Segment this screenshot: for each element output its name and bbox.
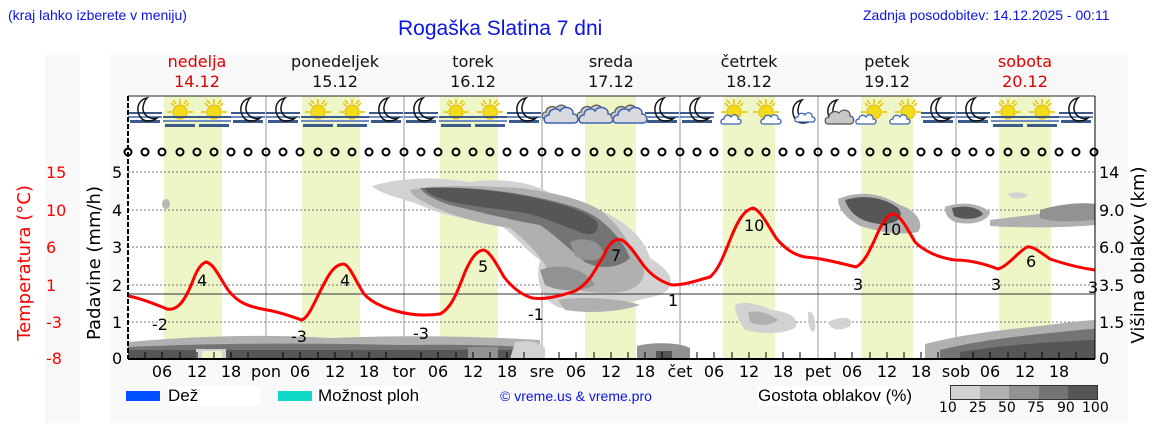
svg-text:čet: čet [668,362,693,381]
legend: Dež Možnost ploh © vreme.us & vreme.pro … [110,384,1128,420]
svg-text:06: 06 [566,362,586,381]
temp-axis-panel [45,55,80,423]
temperature-line [127,206,1096,322]
svg-text:3: 3 [1088,278,1098,297]
low-clouds [128,320,1095,359]
svg-text:12: 12 [463,362,483,381]
svg-text:3: 3 [991,275,1001,294]
svg-text:sob: sob [942,362,970,381]
svg-text:18: 18 [1049,362,1069,381]
last-update: Zadnja posodobitev: 14.12.2025 - 00:11 [863,7,1110,23]
svg-text:18: 18 [773,362,793,381]
svg-text:06: 06 [842,362,862,381]
day-header-sun: nedelja 14.12 [167,52,227,91]
day-header-wed: sreda 17.12 [588,52,634,91]
day-header-fri: petek 19.12 [864,52,910,91]
svg-text:pon: pon [251,362,281,381]
density-25-50 [980,386,1010,399]
density-75-90 [1038,386,1068,399]
legend-storm-label: Možnost ploh [318,386,420,406]
density-90-100 [1067,386,1098,399]
legend-rain-label: Dež [168,386,260,406]
svg-text:18: 18 [359,362,379,381]
svg-text:4: 4 [340,271,350,290]
svg-text:18: 18 [911,362,931,381]
svg-text:4: 4 [197,271,207,290]
svg-text:12: 12 [187,362,207,381]
clouds-thu-fri [735,192,1095,334]
day-headers: nedelja 14.12 ponedeljek 15.12 torek 16.12 … [128,52,1095,94]
svg-text:18: 18 [635,362,655,381]
x-axis-labels: 06 12 18 pon 06 12 18 tor 06 12 18 sre 0… [152,362,1069,381]
page-title: Rogaška Slatina 7 dni [398,17,603,40]
svg-text:pet: pet [805,362,831,381]
x-tick-marks [144,352,1077,359]
svg-text:12: 12 [739,362,759,381]
svg-text:5: 5 [478,257,488,276]
svg-text:06: 06 [152,362,172,381]
svg-text:06: 06 [704,362,724,381]
svg-text:12: 12 [325,362,345,381]
svg-text:-3: -3 [291,327,307,346]
svg-text:6: 6 [1026,252,1036,271]
density-10-25 [951,386,981,399]
day-header-mon: ponedeljek 15.12 [291,52,379,91]
copyright-link[interactable]: © vreme.us & vreme.pro [500,388,652,404]
legend-storm-swatch [278,391,312,401]
svg-text:12: 12 [1015,362,1035,381]
svg-text:06: 06 [428,362,448,381]
legend-cloud-density-label: Gostota oblakov (%) [758,386,913,406]
svg-text:12: 12 [877,362,897,381]
legend-rain-swatch [126,391,160,401]
mid-clouds-tue-wed [372,178,671,313]
svg-text:10: 10 [881,220,901,239]
day-header-thu: četrtek 18.12 [720,52,778,91]
svg-text:7: 7 [611,246,621,265]
density-50-75 [1009,386,1039,399]
temp-annotations: -2 4 -3 4 -3 5 -1 7 1 10 3 10 3 6 3 [152,216,1098,346]
region-note[interactable]: (kraj lahko izberete v meniju) [8,7,187,23]
svg-text:18: 18 [497,362,517,381]
svg-text:tor: tor [393,362,416,381]
svg-text:-2: -2 [152,315,168,334]
svg-text:06: 06 [980,362,1000,381]
svg-text:06: 06 [290,362,310,381]
svg-text:18: 18 [221,362,241,381]
cloud-density-scale [950,385,1098,400]
svg-text:1: 1 [668,291,678,310]
day-header-tue: torek 16.12 [450,52,496,91]
svg-text:10: 10 [744,216,764,235]
svg-text:-1: -1 [528,305,544,324]
svg-text:3: 3 [853,275,863,294]
svg-text:12: 12 [601,362,621,381]
svg-text:sre: sre [530,362,554,381]
day-header-sat: sobota 20.12 [997,52,1053,91]
svg-text:-3: -3 [413,324,429,343]
